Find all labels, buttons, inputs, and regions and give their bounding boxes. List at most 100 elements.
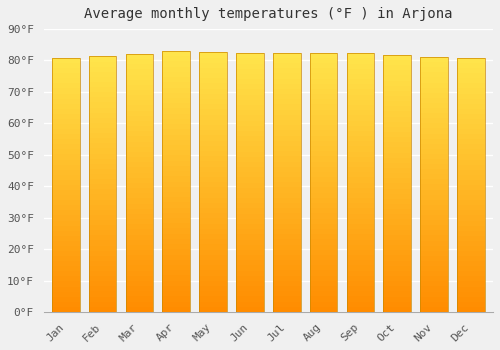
- Bar: [126, 69, 154, 75]
- Bar: [346, 141, 374, 146]
- Bar: [162, 62, 190, 67]
- Bar: [162, 88, 190, 93]
- Bar: [273, 182, 300, 188]
- Bar: [89, 133, 117, 138]
- Bar: [346, 188, 374, 193]
- Bar: [420, 276, 448, 281]
- Bar: [52, 124, 80, 129]
- Bar: [420, 251, 448, 256]
- Bar: [162, 229, 190, 234]
- Bar: [310, 162, 338, 167]
- Bar: [457, 302, 485, 307]
- Bar: [89, 56, 117, 312]
- Bar: [420, 164, 448, 169]
- Bar: [200, 156, 227, 161]
- Bar: [346, 84, 374, 90]
- Bar: [346, 120, 374, 126]
- Bar: [200, 120, 227, 125]
- Bar: [236, 260, 264, 265]
- Bar: [126, 281, 154, 286]
- Bar: [457, 231, 485, 236]
- Bar: [126, 131, 154, 136]
- Bar: [273, 281, 300, 286]
- Bar: [346, 69, 374, 74]
- Bar: [236, 120, 264, 126]
- Bar: [236, 131, 264, 136]
- Bar: [273, 135, 300, 141]
- Bar: [126, 204, 154, 209]
- Bar: [236, 276, 264, 281]
- Bar: [52, 129, 80, 134]
- Bar: [89, 72, 117, 77]
- Bar: [384, 189, 411, 194]
- Bar: [52, 220, 80, 226]
- Bar: [236, 250, 264, 255]
- Bar: [457, 119, 485, 124]
- Bar: [384, 194, 411, 199]
- Bar: [273, 214, 300, 219]
- Bar: [236, 265, 264, 271]
- Bar: [457, 205, 485, 210]
- Bar: [346, 157, 374, 162]
- Bar: [236, 162, 264, 167]
- Bar: [346, 90, 374, 95]
- Bar: [384, 199, 411, 204]
- Bar: [52, 119, 80, 124]
- Bar: [200, 83, 227, 89]
- Bar: [126, 64, 154, 69]
- Bar: [126, 121, 154, 126]
- Bar: [420, 286, 448, 292]
- Bar: [310, 296, 338, 302]
- Bar: [52, 93, 80, 99]
- Bar: [200, 218, 227, 224]
- Bar: [162, 249, 190, 254]
- Bar: [310, 99, 338, 105]
- Bar: [346, 79, 374, 84]
- Bar: [236, 146, 264, 152]
- Bar: [346, 260, 374, 265]
- Bar: [420, 133, 448, 139]
- Bar: [89, 271, 117, 276]
- Bar: [457, 78, 485, 83]
- Bar: [420, 98, 448, 103]
- Bar: [52, 58, 80, 63]
- Bar: [310, 52, 338, 58]
- Bar: [52, 190, 80, 195]
- Bar: [384, 117, 411, 122]
- Bar: [457, 216, 485, 220]
- Bar: [52, 139, 80, 144]
- Bar: [236, 157, 264, 162]
- Bar: [200, 182, 227, 187]
- Bar: [162, 192, 190, 197]
- Bar: [457, 195, 485, 200]
- Bar: [52, 160, 80, 164]
- Bar: [420, 93, 448, 98]
- Bar: [273, 68, 300, 74]
- Bar: [52, 170, 80, 175]
- Bar: [126, 90, 154, 95]
- Bar: [236, 198, 264, 203]
- Bar: [310, 74, 338, 78]
- Bar: [126, 240, 154, 245]
- Bar: [273, 276, 300, 281]
- Bar: [310, 271, 338, 276]
- Bar: [384, 296, 411, 302]
- Bar: [200, 146, 227, 151]
- Bar: [89, 230, 117, 235]
- Bar: [162, 275, 190, 281]
- Bar: [420, 154, 448, 159]
- Bar: [52, 251, 80, 256]
- Bar: [200, 94, 227, 99]
- Bar: [384, 127, 411, 132]
- Bar: [126, 147, 154, 152]
- Bar: [200, 296, 227, 302]
- Bar: [236, 172, 264, 177]
- Bar: [420, 281, 448, 286]
- Bar: [346, 198, 374, 203]
- Bar: [457, 256, 485, 261]
- Bar: [162, 213, 190, 218]
- Bar: [52, 134, 80, 139]
- Bar: [236, 214, 264, 219]
- Bar: [384, 209, 411, 214]
- Bar: [273, 146, 300, 151]
